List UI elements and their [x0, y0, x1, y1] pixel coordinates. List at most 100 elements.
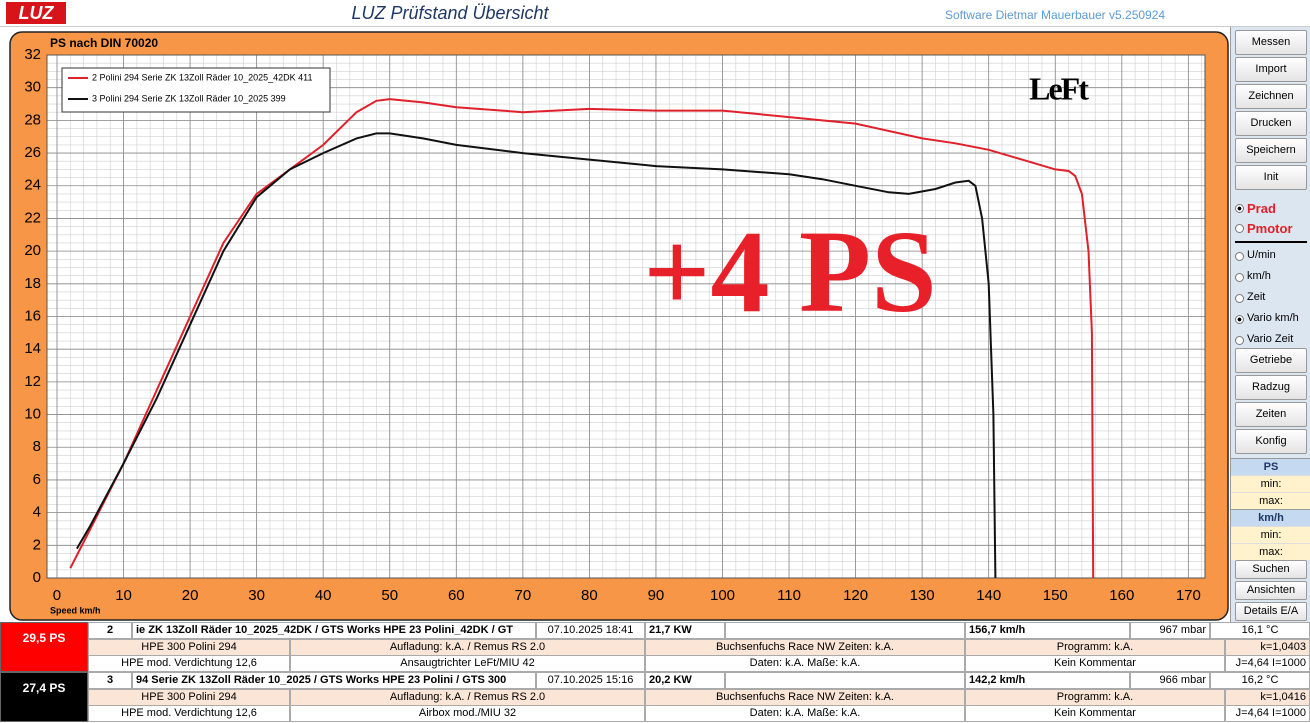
radio-label[interactable]: U/min	[1247, 249, 1276, 261]
cell: Buchsenfuchs Race NW Zeiten: k.A.	[645, 689, 965, 706]
brand-logo: LeFt	[1029, 70, 1089, 106]
button[interactable]: Konfig	[1235, 429, 1307, 454]
button[interactable]: Radzug	[1235, 375, 1307, 400]
cell: HPE mod. Verdichtung 12,6	[88, 705, 290, 722]
button[interactable]: Zeichnen	[1235, 84, 1307, 109]
radio[interactable]	[1235, 336, 1244, 345]
cell: ie ZK 13Zoll Räder 10_2025_42DK / GTS Wo…	[132, 622, 536, 639]
radio[interactable]	[1235, 294, 1244, 303]
x-tick-label: 60	[448, 587, 465, 604]
y-tick-label: 4	[33, 504, 41, 521]
cell: Airbox mod./MIU 32	[290, 705, 645, 722]
y-tick-label: 26	[24, 144, 41, 161]
range-field[interactable]: max:	[1231, 543, 1310, 560]
radio[interactable]	[1235, 315, 1244, 324]
y-tick-label: 6	[33, 471, 41, 488]
x-tick-label: 120	[843, 587, 868, 604]
y-tick-label: 30	[24, 79, 41, 96]
y-tick-label: 20	[24, 242, 41, 259]
cell: Kein Kommentar	[965, 705, 1225, 722]
y-tick-label: 24	[24, 177, 41, 194]
cell: 156,7 km/h	[965, 622, 1130, 639]
record-summary: 27,4 PS	[0, 672, 88, 722]
cell: 966 mbar	[1130, 672, 1210, 689]
cell: 21,7 KW	[645, 622, 725, 639]
legend-label: 3 Polini 294 Serie ZK 13Zoll Räder 10_20…	[92, 93, 286, 103]
radio-label[interactable]: Pmotor	[1247, 221, 1293, 236]
cell: 20,2 KW	[645, 672, 725, 689]
radio[interactable]	[1235, 224, 1244, 233]
radio-label[interactable]: km/h	[1247, 270, 1271, 282]
button[interactable]: Zeiten	[1235, 402, 1307, 427]
x-tick-label: 30	[248, 587, 265, 604]
radio-label[interactable]: Zeit	[1247, 291, 1266, 303]
logo: LUZ	[6, 2, 66, 24]
cell	[725, 622, 965, 639]
y-tick-label: 10	[24, 406, 41, 423]
button[interactable]: Ansichten	[1235, 581, 1307, 600]
cell: Buchsenfuchs Race NW Zeiten: k.A.	[645, 639, 965, 656]
cell: HPE 300 Polini 294	[88, 639, 290, 656]
range-title: PS	[1231, 458, 1310, 475]
radio[interactable]	[1235, 252, 1244, 261]
cell: 3	[88, 672, 132, 689]
chart: PS nach DIN 70020 Speed km/h 0 10 20 30 40 50…	[9, 31, 1229, 621]
radio-label[interactable]: Prad	[1247, 201, 1276, 216]
y-tick-label: 14	[24, 340, 41, 357]
cell: Daten: k.A. Maße: k.A.	[645, 655, 965, 672]
x-tick-label: 0	[53, 587, 61, 604]
y-tick-label: 18	[24, 275, 41, 292]
legend-label: 2 Polini 294 Serie ZK 13Zoll Räder 10_20…	[92, 72, 312, 82]
legend	[61, 67, 331, 113]
x-tick-label: 90	[648, 587, 665, 604]
button[interactable]: Init	[1235, 165, 1307, 190]
radio[interactable]	[1235, 273, 1244, 282]
records-table: 29,5 PS 2 ie ZK 13Zoll Räder 10_2025_42DK …	[0, 622, 1310, 723]
button[interactable]: Import	[1235, 57, 1307, 82]
cell: J=4,64 I=1000	[1225, 655, 1310, 672]
cell: k=1,0403	[1225, 639, 1310, 656]
button[interactable]: Details E/A	[1235, 602, 1307, 621]
cell	[725, 672, 965, 689]
y-tick-label: 28	[24, 111, 41, 128]
cell: 967 mbar	[1130, 622, 1210, 639]
cell: k=1,0416	[1225, 689, 1310, 706]
y-tick-label: 2	[33, 536, 41, 553]
series-line	[69, 98, 1095, 579]
series-line	[76, 132, 997, 579]
y-tick-label: 12	[24, 373, 41, 390]
cell: 2	[88, 622, 132, 639]
button[interactable]: Speichern	[1235, 138, 1307, 163]
button[interactable]: Messen	[1235, 30, 1307, 55]
cell: 16,1 °C	[1210, 622, 1310, 639]
x-tick-label: 70	[515, 587, 532, 604]
x-tick-label: 150	[1043, 587, 1068, 604]
cell: Aufladung: k.A. / Remus RS 2.0	[290, 689, 645, 706]
button[interactable]: Getriebe	[1235, 348, 1307, 373]
divider	[1235, 241, 1307, 243]
annotation: +4 PS	[643, 206, 936, 337]
x-axis-label: Speed km/h	[50, 605, 101, 615]
cell: Programm: k.A.	[965, 639, 1225, 656]
y-tick-label: 22	[24, 209, 41, 226]
radio-label[interactable]: Vario km/h	[1247, 312, 1299, 324]
range-field[interactable]: min:	[1231, 475, 1310, 492]
x-tick-label: 110	[777, 587, 801, 604]
cell: 94 Serie ZK 13Zoll Räder 10_2025 / GTS W…	[132, 672, 536, 689]
cell: 142,2 km/h	[965, 672, 1130, 689]
range-field[interactable]: min:	[1231, 526, 1310, 543]
x-tick-label: 100	[710, 587, 735, 604]
x-tick-label: 130	[910, 587, 935, 604]
y-tick-label: 32	[24, 46, 41, 63]
chart-title: PS nach DIN 70020	[50, 36, 158, 50]
cell: Ansaugtrichter LeFt/MIU 42	[290, 655, 645, 672]
cell: Programm: k.A.	[965, 689, 1225, 706]
range-field[interactable]: max:	[1231, 492, 1310, 509]
button[interactable]: Drucken	[1235, 111, 1307, 136]
x-tick-label: 20	[182, 587, 199, 604]
button[interactable]: Suchen	[1235, 560, 1307, 579]
radio-label[interactable]: Vario Zeit	[1247, 333, 1294, 345]
radio[interactable]	[1235, 204, 1244, 213]
cell: HPE mod. Verdichtung 12,6	[88, 655, 290, 672]
title-bar: LUZ LUZ Prüfstand Übersicht Software Die…	[0, 0, 1310, 27]
